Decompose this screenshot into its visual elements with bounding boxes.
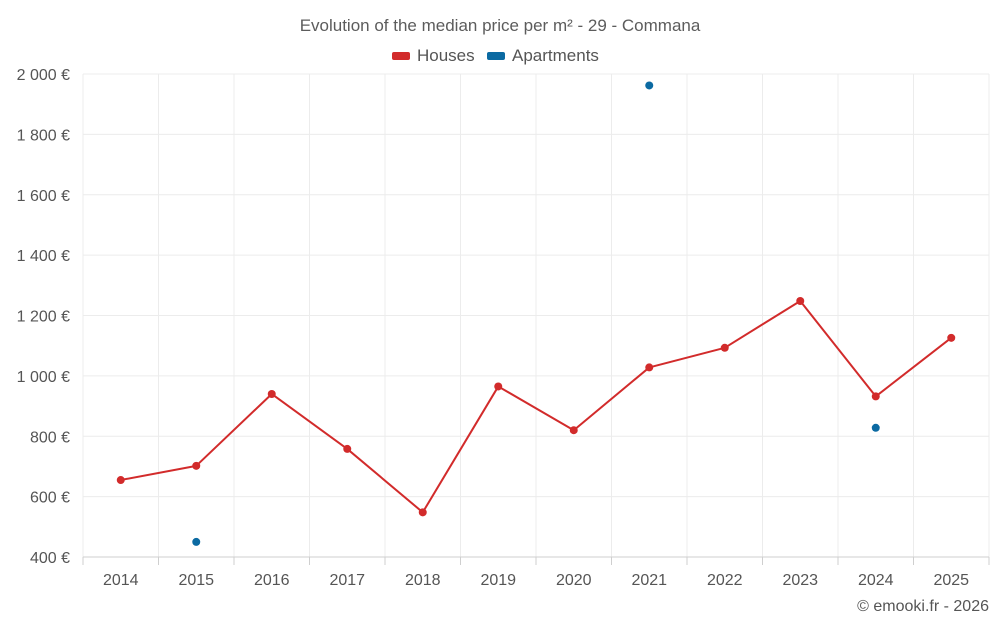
x-tick-label: 2023 bbox=[782, 572, 818, 589]
y-tick-label: 1 000 € bbox=[17, 369, 70, 386]
x-tick-label: 2018 bbox=[405, 572, 441, 589]
legend-item-houses[interactable]: Houses bbox=[392, 46, 475, 65]
x-tick-label: 2022 bbox=[707, 572, 743, 589]
data-point-apartments[interactable] bbox=[871, 423, 880, 432]
grid-lines bbox=[82, 73, 990, 557]
x-tick-label: 2025 bbox=[933, 572, 969, 589]
y-tick-label: 400 € bbox=[30, 550, 70, 567]
data-point-houses[interactable] bbox=[645, 363, 654, 372]
data-point-houses[interactable] bbox=[871, 392, 880, 401]
chart-title: Evolution of the median price per m² - 2… bbox=[300, 16, 701, 35]
y-tick-label: 600 € bbox=[30, 490, 70, 507]
legend-item-apartments[interactable]: Apartments bbox=[487, 46, 599, 65]
data-point-houses[interactable] bbox=[267, 389, 276, 398]
legend-swatch-apartments bbox=[487, 52, 505, 60]
y-tick-label: 800 € bbox=[30, 429, 70, 446]
series-line-houses bbox=[120, 300, 952, 514]
axes: 400 € 600 € 800 € 1 000 € 1 200 € 1 400 € 1 60… bbox=[17, 67, 990, 589]
legend-label-apartments: Apartments bbox=[512, 46, 599, 65]
data-point-houses[interactable] bbox=[569, 426, 578, 435]
chart-legend: Houses Apartments bbox=[392, 46, 599, 65]
data-point-houses[interactable] bbox=[116, 476, 125, 485]
data-point-apartments[interactable] bbox=[645, 81, 654, 90]
x-tick-label: 2016 bbox=[254, 572, 290, 589]
legend-label-houses: Houses bbox=[417, 46, 475, 65]
data-point-apartments[interactable] bbox=[192, 537, 201, 546]
legend-swatch-houses bbox=[392, 52, 410, 60]
data-point-houses[interactable] bbox=[192, 461, 201, 470]
y-tick-label: 1 400 € bbox=[17, 248, 70, 265]
data-point-houses[interactable] bbox=[796, 297, 805, 306]
y-tick-label: 1 800 € bbox=[17, 127, 70, 144]
credit-text: © emooki.fr - 2026 bbox=[857, 598, 989, 615]
y-tick-label: 1 200 € bbox=[17, 309, 70, 326]
data-point-houses[interactable] bbox=[494, 382, 503, 391]
x-tick-label: 2020 bbox=[556, 572, 592, 589]
x-tick-label: 2014 bbox=[103, 572, 139, 589]
data-markers bbox=[116, 81, 956, 546]
x-tick-label: 2024 bbox=[858, 572, 894, 589]
data-point-houses[interactable] bbox=[418, 508, 427, 517]
data-series bbox=[120, 300, 952, 514]
x-tick-label: 2019 bbox=[480, 572, 516, 589]
x-tick-label: 2015 bbox=[178, 572, 214, 589]
data-point-houses[interactable] bbox=[947, 333, 956, 342]
x-tick-label: 2021 bbox=[631, 572, 667, 589]
y-tick-label: 1 600 € bbox=[17, 188, 70, 205]
data-point-houses[interactable] bbox=[720, 343, 729, 352]
y-tick-label: 2 000 € bbox=[17, 67, 70, 84]
data-point-houses[interactable] bbox=[343, 444, 352, 453]
x-tick-label: 2017 bbox=[329, 572, 365, 589]
